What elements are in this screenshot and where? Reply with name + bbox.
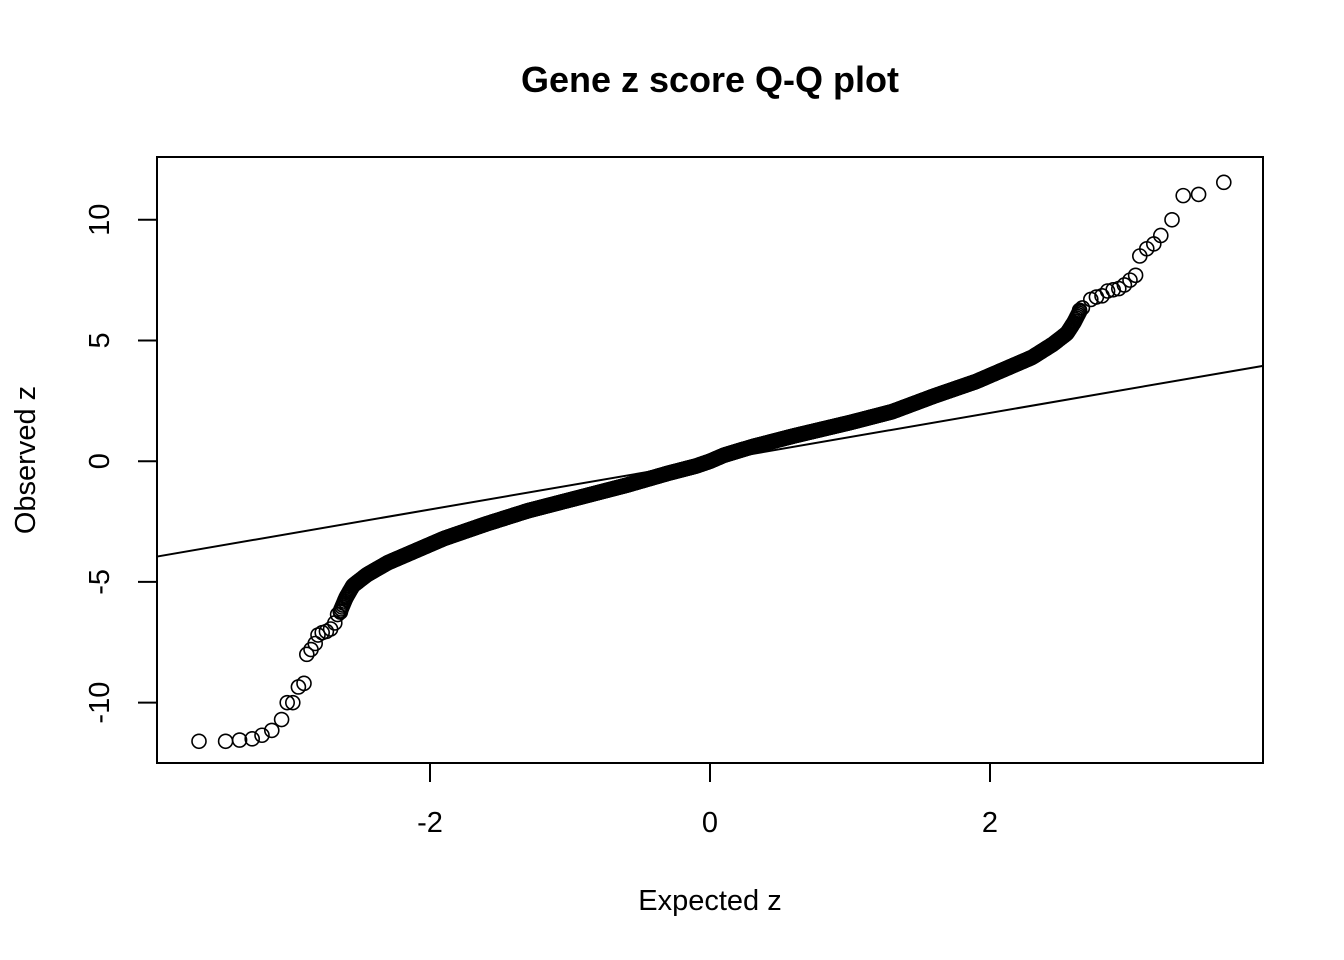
data-point [329, 606, 346, 623]
data-point [279, 694, 296, 711]
x-tick-label: 2 [982, 807, 998, 839]
data-points [191, 174, 1232, 750]
data-point [1127, 267, 1144, 284]
data-point [1164, 211, 1180, 228]
reference-line-group [156, 364, 1264, 558]
data-point [1153, 227, 1169, 244]
data-point [1116, 277, 1133, 293]
x-axis-label: Expected z [638, 885, 781, 917]
y-tick-label: -10 [84, 682, 116, 724]
data-point [332, 604, 349, 620]
data-point [254, 727, 270, 744]
y-axis: -10 -5 0 5 10 [84, 204, 157, 724]
y-tick-label: 10 [84, 204, 116, 236]
y-tick-label: -5 [84, 569, 116, 595]
reference-line [156, 364, 1264, 558]
data-point [1074, 300, 1091, 316]
x-tick-label: -2 [417, 807, 443, 839]
x-axis: -2 0 2 [417, 763, 998, 839]
data-point [296, 675, 312, 692]
data-point [298, 646, 315, 663]
data-point [244, 731, 260, 747]
data-point [263, 722, 280, 739]
data-point [307, 635, 324, 652]
data-point [1122, 272, 1138, 288]
data-point [231, 732, 248, 748]
data-point [1099, 283, 1116, 299]
data-point [1190, 186, 1207, 203]
data-point [191, 733, 207, 750]
y-axis-label: Observed z [10, 386, 42, 534]
y-tick-label: 5 [84, 332, 116, 348]
data-point [217, 733, 234, 750]
data-point [273, 711, 290, 728]
data-point [1071, 302, 1088, 319]
data-point [1175, 187, 1191, 204]
y-tick-label: 0 [84, 453, 116, 469]
chart-title: Gene z score Q-Q plot [521, 59, 899, 100]
data-point [284, 694, 301, 711]
x-tick-label: 0 [702, 807, 718, 839]
data-point [1216, 174, 1232, 191]
